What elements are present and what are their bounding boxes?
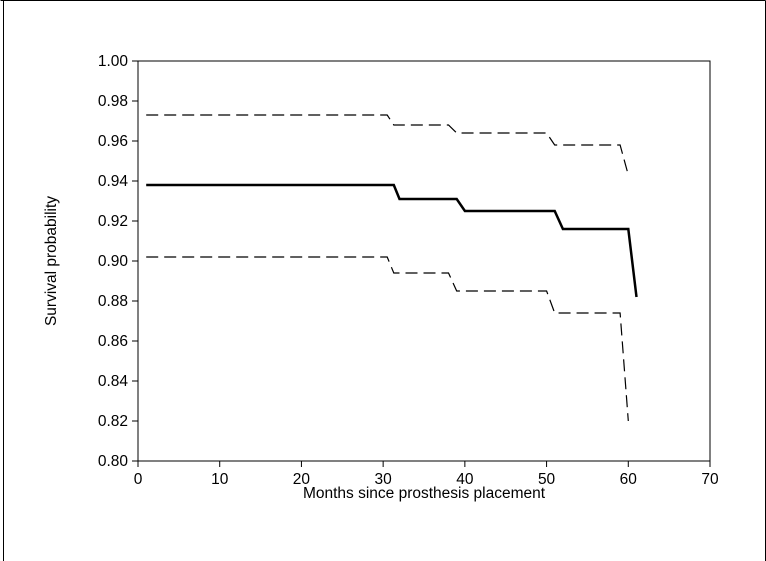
y-tick-label: 0.94	[98, 173, 129, 190]
survival-estimate-line	[146, 183, 638, 298]
y-tick-label: 1.00	[98, 53, 129, 70]
y-tick-label: 0.92	[98, 213, 128, 230]
x-tick-label: 30	[375, 471, 393, 488]
x-tick-label: 60	[620, 471, 638, 488]
x-tick-label: 40	[456, 471, 474, 488]
x-tick-label: 20	[293, 471, 311, 488]
plot-area	[137, 60, 711, 462]
x-axis-label: Months since prosthesis placement	[303, 485, 546, 502]
y-axis-ticks: 0.80 0.82 0.84 0.86 0.88 0.90 0.92 0.94 0.96 0.98…	[98, 53, 138, 470]
y-tick-label: 0.96	[98, 133, 128, 150]
x-axis-ticks: 0 10 20 30 40 50 60 70	[134, 461, 719, 488]
upper-ci-line	[146, 114, 629, 176]
x-tick-label: 70	[701, 471, 719, 488]
y-tick-label: 0.98	[98, 93, 128, 110]
lower-ci-line	[146, 256, 629, 422]
y-tick-label: 0.84	[98, 373, 129, 390]
y-axis-label: Survival probability	[43, 196, 60, 326]
y-tick-label: 0.88	[98, 293, 128, 310]
y-tick-label: 0.90	[98, 253, 129, 270]
y-tick-label: 0.82	[98, 413, 128, 430]
x-tick-label: 0	[134, 471, 143, 488]
series-layer	[146, 114, 638, 422]
y-tick-label: 0.80	[98, 453, 129, 470]
x-tick-label: 10	[211, 471, 229, 488]
y-tick-label: 0.86	[98, 333, 128, 350]
x-tick-label: 50	[538, 471, 556, 488]
